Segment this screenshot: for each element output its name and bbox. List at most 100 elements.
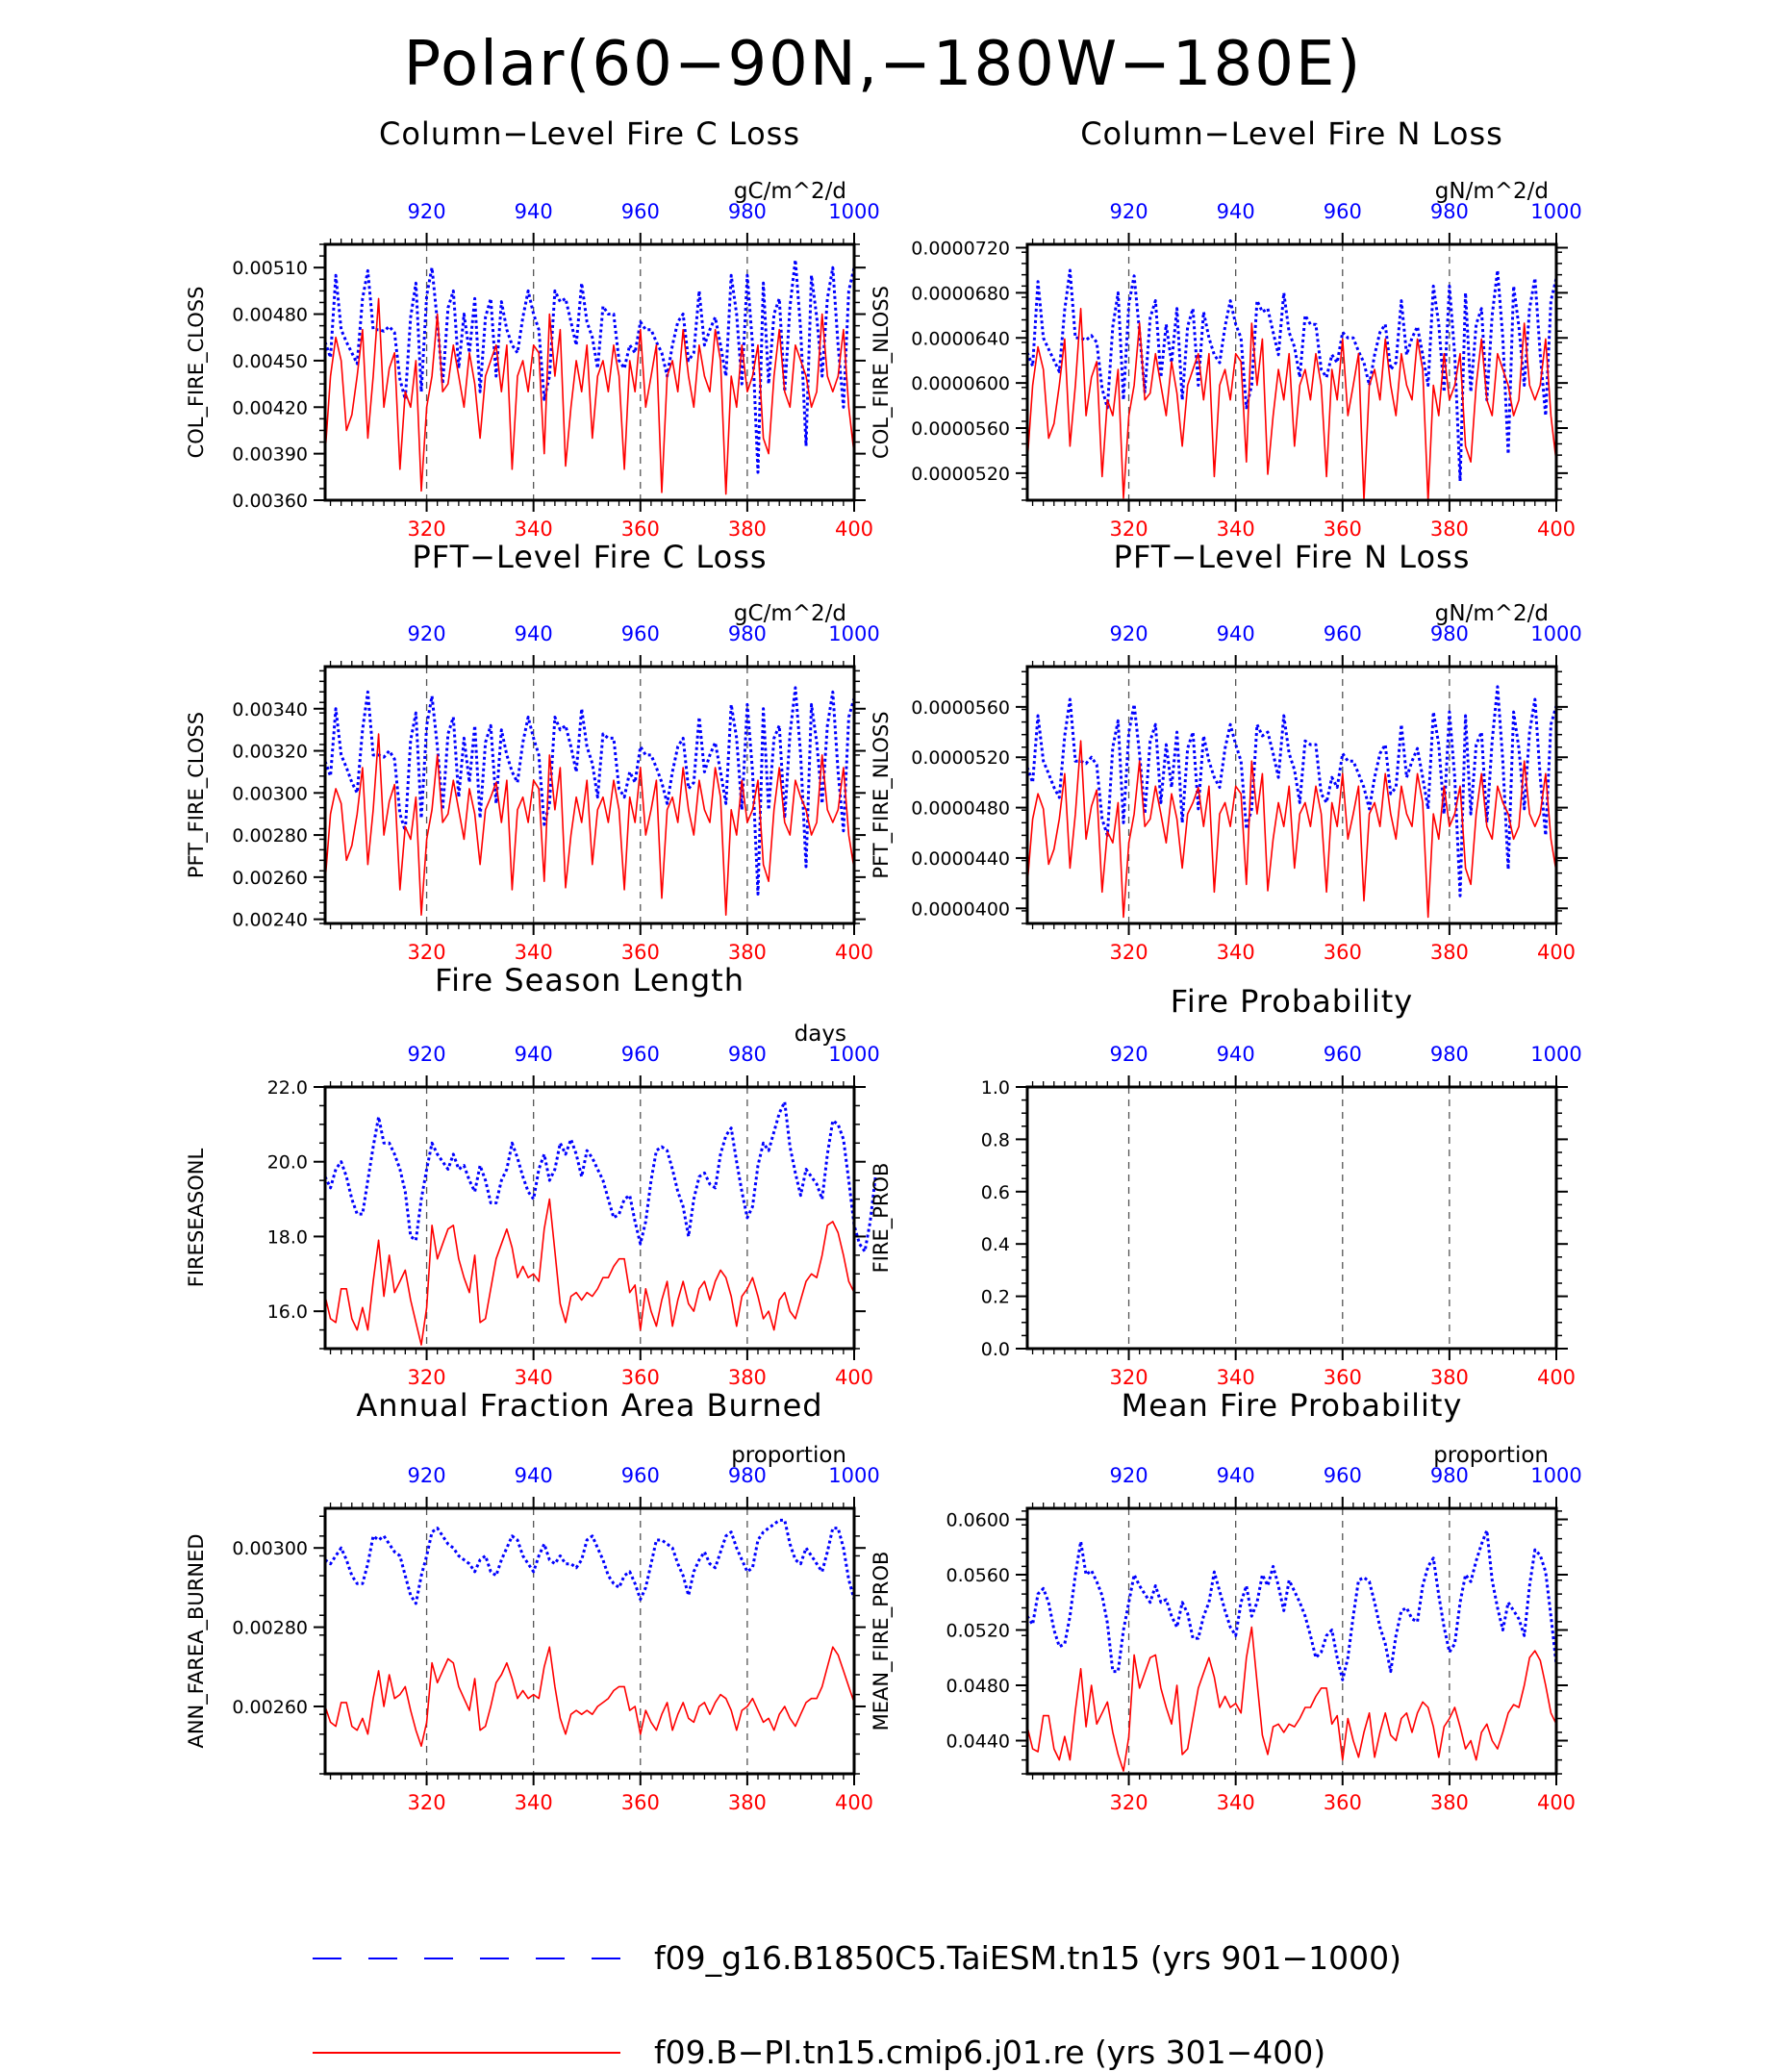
x-top-tick-label: 940 [1217,622,1255,645]
x-bottom-tick-label: 340 [1217,518,1255,541]
x-top-tick-label: 980 [1430,200,1469,223]
x-top-tick-label: 980 [1430,1464,1469,1487]
x-top-tick-label: 920 [1110,622,1148,645]
y-axis-title: ANN_FAREA_BURNED [185,1533,209,1748]
series-line-blue [323,258,856,474]
x-top-tick-label: 940 [515,1043,553,1066]
units-label: gN/m^2/d [1435,179,1549,204]
y-tick-label: 0.6 [981,1182,1010,1203]
units-label: days [795,1022,846,1047]
y-tick-label: 0.0000480 [911,798,1010,820]
x-bottom-tick-label: 360 [621,941,660,964]
y-tick-label: 0.00280 [232,825,308,846]
x-bottom-tick-label: 340 [515,1366,553,1389]
chart-title: Mean Fire Probability [1122,1387,1463,1424]
legend: f09_g16.B1850C5.TaiESM.tn15 (yrs 901−100… [313,1939,1401,2071]
y-tick-label: 0.00240 [232,910,308,931]
x-top-tick-label: 980 [1430,622,1469,645]
x-top-tick-label: 960 [1324,1043,1362,1066]
x-bottom-tick-label: 400 [835,1791,873,1814]
plot-frame [1025,1506,1558,1776]
x-bottom-tick-label: 320 [408,941,446,964]
plot-frame [323,1506,856,1776]
plot-frame [1025,242,1558,502]
x-top-tick-label: 940 [1217,1464,1255,1487]
plot-frame [1025,1085,1558,1351]
x-top-tick-label: 920 [408,1043,446,1066]
x-bottom-tick-label: 340 [515,518,553,541]
x-bottom-tick-label: 400 [1537,941,1576,964]
series-line-blue [323,1100,877,1253]
y-tick-label: 16.0 [267,1301,308,1323]
x-top-tick-label: 920 [408,200,446,223]
y-axis-title: COL_FIRE_CLOSS [185,287,209,459]
y-tick-label: 0.0000520 [911,747,1010,769]
x-top-tick-label: 980 [728,1043,767,1066]
chart-title: Annual Fraction Area Burned [356,1387,822,1424]
x-bottom-tick-label: 380 [728,1366,767,1389]
y-tick-label: 0.0000400 [911,898,1010,920]
units-label: gC/m^2/d [734,179,846,204]
chart-panel-col-fire-closs: Column−Level Fire C Loss 0.00360 0.00390 0.… [185,115,880,541]
y-tick-label: 1.0 [981,1077,1010,1099]
chart-title: PFT−Level Fire C Loss [412,539,767,575]
y-tick-label: 0.2 [981,1287,1010,1308]
y-tick-label: 0.00390 [232,444,308,466]
x-bottom-tick-label: 400 [835,518,873,541]
chart-panel-mean-fire-prob: Mean Fire Probability 0.0440 0.0480 0.0520 0… [870,1387,1582,1814]
y-tick-label: 0.00260 [232,1697,308,1718]
x-top-tick-label: 960 [1324,622,1362,645]
x-bottom-tick-label: 400 [1537,1366,1576,1389]
y-axis-title: COL_FIRE_NLOSS [870,286,894,459]
x-top-tick-label: 940 [515,200,553,223]
x-bottom-tick-label: 360 [1324,941,1362,964]
x-bottom-tick-label: 380 [1430,1791,1469,1814]
x-bottom-tick-label: 400 [1537,518,1576,541]
x-bottom-tick-label: 400 [1537,1791,1576,1814]
x-top-tick-label: 920 [408,622,446,645]
y-tick-label: 0.00480 [232,305,308,326]
y-tick-label: 0.8 [981,1129,1010,1150]
x-bottom-tick-label: 340 [1217,1366,1255,1389]
y-axis-title: PFT_FIRE_NLOSS [870,711,894,878]
chart-panels: Column−Level Fire C Loss 0.00360 0.00390 0.… [185,115,1582,1814]
chart-panel-fireseasonl: Fire Season Length 16.0 18.0 20.0 22.0 320 920… [185,962,880,1389]
x-bottom-tick-label: 320 [1110,941,1148,964]
series-line-red [1026,1626,1557,1772]
x-bottom-tick-label: 320 [408,1366,446,1389]
y-axis-title: FIRESEASONL [185,1149,208,1288]
x-top-tick-label: 940 [515,1464,553,1487]
x-bottom-tick-label: 400 [835,1366,873,1389]
y-tick-label: 0.4 [981,1234,1010,1255]
series-line-red [1026,740,1557,919]
x-top-tick-label: 960 [621,1464,660,1487]
y-tick-label: 0.0 [981,1339,1010,1360]
x-bottom-tick-label: 360 [621,1366,660,1389]
y-tick-label: 22.0 [267,1077,308,1099]
x-top-tick-label: 940 [1217,1043,1255,1066]
x-top-tick-label: 960 [1324,200,1362,223]
y-tick-label: 0.00280 [232,1618,308,1639]
y-tick-label: 0.0520 [946,1621,1010,1642]
x-bottom-tick-label: 360 [621,518,660,541]
x-top-tick-label: 1000 [828,1043,879,1066]
series-line-red [324,297,855,495]
x-bottom-tick-label: 380 [1430,941,1469,964]
y-tick-label: 0.0000560 [911,697,1010,719]
x-bottom-tick-label: 340 [1217,1791,1255,1814]
y-tick-label: 0.0440 [946,1731,1010,1753]
x-bottom-tick-label: 320 [408,1791,446,1814]
x-bottom-tick-label: 340 [515,941,553,964]
series-line-red [324,733,855,917]
y-tick-label: 0.0000720 [911,239,1010,260]
chart-title: Column−Level Fire C Loss [379,115,800,152]
x-top-tick-label: 920 [408,1464,446,1487]
y-tick-label: 0.0560 [946,1565,1010,1586]
x-top-tick-label: 1000 [828,200,879,223]
y-axis-title: PFT_FIRE_CLOSS [185,712,209,878]
plot-frame [323,665,856,925]
chart-title: Fire Season Length [435,962,744,998]
x-top-tick-label: 920 [1110,1043,1148,1066]
x-top-tick-label: 980 [728,200,767,223]
